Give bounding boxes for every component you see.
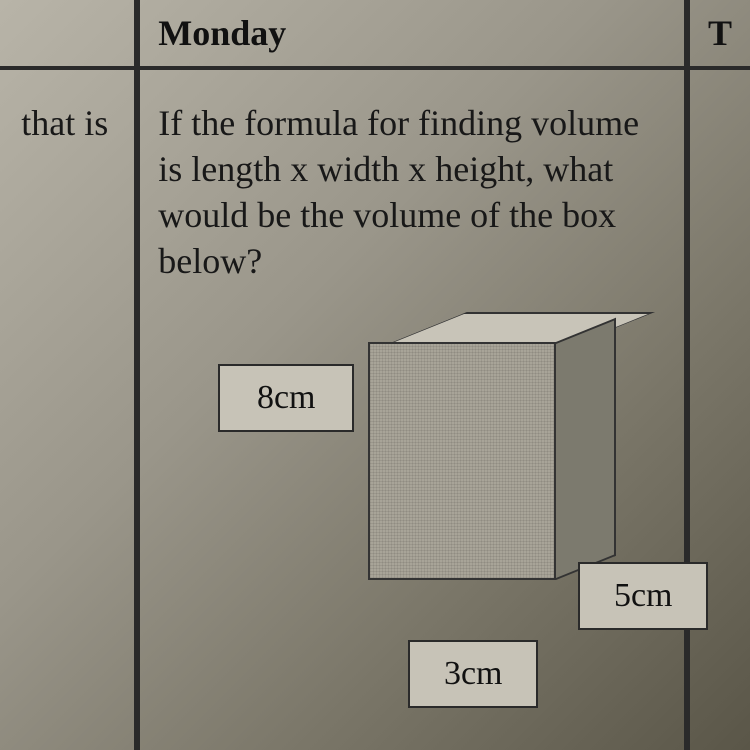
previous-day-body: that is [0, 70, 134, 750]
column-next-day: T [686, 0, 750, 750]
next-day-heading: T [690, 0, 750, 70]
dimension-label-depth: 5cm [578, 562, 708, 630]
cuboid-side-face [556, 318, 616, 580]
box-diagram: 8cm 5cm 3cm [158, 292, 666, 712]
column-monday: Monday If the formula for finding volume… [136, 0, 686, 750]
cuboid-front-face [368, 342, 556, 580]
column-previous-day: that is [0, 0, 136, 750]
previous-day-heading [0, 0, 134, 70]
monday-body: If the formula for finding volume is len… [140, 70, 684, 750]
question-text: If the formula for finding volume is len… [158, 100, 666, 284]
dimension-label-height: 8cm [218, 364, 354, 432]
previous-question-fragment: that is [21, 103, 108, 143]
day-title: Monday [158, 12, 286, 54]
day-heading: Monday [140, 0, 684, 70]
next-day-heading-fragment: T [708, 12, 732, 54]
next-day-body [690, 70, 750, 750]
worksheet-page: that is Monday If the formula for findin… [0, 0, 750, 750]
dimension-label-width: 3cm [408, 640, 538, 708]
